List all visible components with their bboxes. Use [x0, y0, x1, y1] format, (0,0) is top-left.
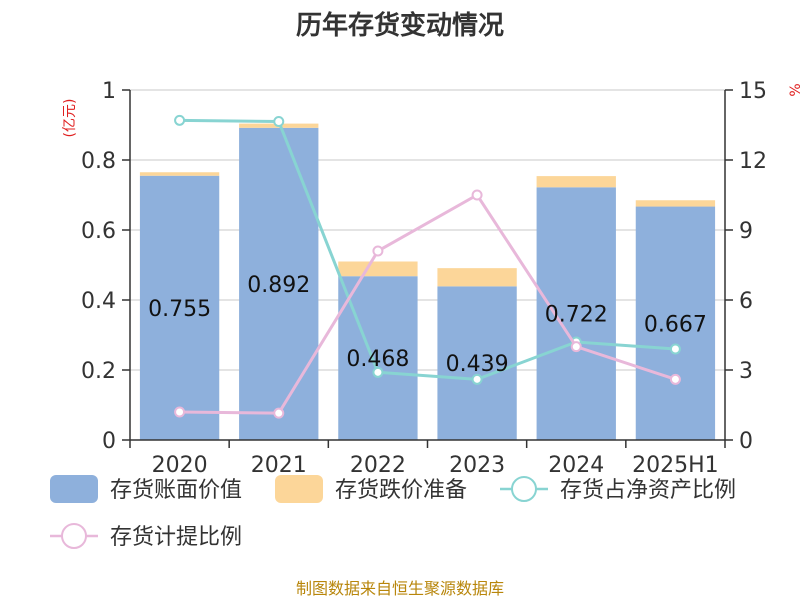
- point-provision-ratio: [570, 341, 582, 353]
- right-tick-label: 9: [739, 219, 753, 244]
- bar-value-label: 0.722: [545, 303, 608, 328]
- legend-impairment-label: 存货跌价准备: [335, 478, 467, 503]
- legend-net-assets-ratio-marker: [511, 476, 537, 502]
- axes: 0 0.2 0.4 0.6 0.8 1 0 3 6 9 12 15 2020 2021 2022 2023 20…: [81, 79, 767, 478]
- legend-book-value-label: 存货账面价值: [110, 478, 242, 503]
- bar-impairment-provision: [139, 172, 220, 176]
- point-inventory-to-net-assets: [174, 114, 186, 126]
- bar-group: [139, 123, 716, 441]
- point-provision-ratio: [273, 407, 285, 419]
- bar-inventory-book-value: [635, 206, 716, 440]
- x-tick-label: 2021: [251, 453, 307, 478]
- bar-impairment-provision: [536, 176, 616, 188]
- right-tick-label: 0: [739, 429, 753, 454]
- point-inventory-to-net-assets: [372, 366, 384, 378]
- source-note: 制图数据来自恒生聚源数据库: [296, 579, 504, 598]
- point-inventory-to-net-assets: [669, 343, 681, 355]
- x-tick-label: 2025H1: [632, 453, 719, 478]
- point-inventory-to-net-assets: [471, 373, 483, 385]
- bar-impairment-provision: [635, 200, 716, 207]
- right-tick-label: 12: [739, 149, 767, 174]
- left-tick-label: 0: [102, 429, 116, 454]
- bar-value-label: 0.755: [148, 297, 211, 322]
- bar-inventory-book-value: [139, 175, 220, 440]
- legend-net-assets-ratio-label: 存货占净资产比例: [560, 478, 736, 503]
- right-axis-unit: %: [788, 83, 800, 96]
- bar-inventory-book-value: [239, 127, 319, 441]
- right-tick-label: 6: [739, 289, 753, 314]
- bar-value-label: 0.468: [346, 347, 409, 372]
- data-labels: 0.755 0.892 0.468 0.439 0.722 0.667: [148, 273, 707, 377]
- chart-title: 历年存货变动情况: [296, 10, 504, 41]
- line-provision-ratio: [179, 193, 676, 415]
- left-tick-label: 0.6: [81, 219, 116, 244]
- x-tick-label: 2020: [152, 453, 208, 478]
- point-provision-ratio: [174, 406, 186, 418]
- bar-impairment-provision: [338, 261, 418, 277]
- x-tick-label: 2024: [548, 453, 604, 478]
- legend-impairment-swatch: [275, 475, 323, 503]
- left-tick-label: 0.4: [81, 289, 116, 314]
- gridlines: [130, 89, 725, 371]
- point-inventory-to-net-assets: [273, 116, 285, 127]
- line-inventory-to-net-assets: [179, 118, 676, 381]
- right-tick-label: 15: [739, 79, 767, 104]
- legend-provision-ratio-label: 存货计提比例: [110, 525, 242, 550]
- bar-value-label: 0.439: [446, 352, 509, 377]
- line-group: [174, 114, 681, 419]
- point-provision-ratio: [471, 189, 483, 201]
- x-tick-label: 2023: [449, 453, 505, 478]
- legend-book-value-swatch: [50, 475, 98, 503]
- right-tick-label: 3: [739, 359, 753, 384]
- x-tick-label: 2022: [350, 453, 406, 478]
- point-provision-ratio: [372, 245, 384, 257]
- left-tick-label: 0.8: [81, 149, 116, 174]
- bar-impairment-provision: [437, 268, 517, 287]
- left-tick-label: 0.2: [81, 359, 116, 384]
- left-tick-label: 1: [102, 79, 116, 104]
- bar-value-label: 0.892: [247, 273, 310, 298]
- bar-value-label: 0.667: [644, 312, 707, 337]
- legend-provision-ratio-marker: [61, 523, 87, 549]
- point-provision-ratio: [669, 373, 681, 385]
- bar-inventory-book-value: [437, 286, 517, 440]
- bar-inventory-book-value: [536, 187, 616, 440]
- left-axis-unit: (亿元): [62, 99, 78, 138]
